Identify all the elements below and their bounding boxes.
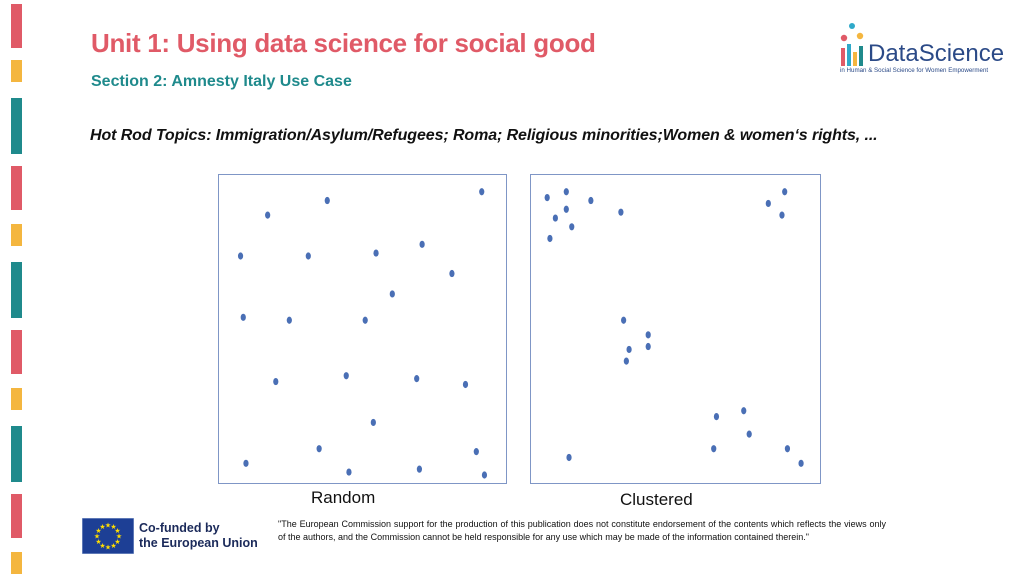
disclaimer-text: "The European Commission support for the… xyxy=(278,519,886,542)
scatter-point xyxy=(711,445,717,453)
eu-star-icon: ★ xyxy=(95,527,101,535)
eu-star-icon: ★ xyxy=(95,538,101,546)
scatter-point xyxy=(713,413,720,421)
side-stripe-segment xyxy=(11,494,22,538)
eu-star-icon: ★ xyxy=(99,523,105,531)
scatter-point xyxy=(273,377,279,386)
scatter-point xyxy=(305,252,311,260)
eu-star-icon: ★ xyxy=(110,523,116,531)
eu-star-icon: ★ xyxy=(105,544,111,552)
scatter-point xyxy=(243,459,249,467)
scatter-point xyxy=(343,372,349,380)
scatter-point xyxy=(746,430,752,438)
eu-star-icon: ★ xyxy=(105,522,111,530)
side-stripe-segment xyxy=(11,166,22,210)
clustered-caption: Clustered xyxy=(620,490,693,509)
scatter-point xyxy=(324,196,330,205)
scatter-point xyxy=(621,316,627,324)
clustered-scatter-panel xyxy=(530,174,821,484)
scatter-point xyxy=(479,188,485,196)
scatter-point xyxy=(566,453,572,462)
scatter-point xyxy=(779,211,785,219)
scatter-point xyxy=(346,468,352,476)
side-stripe-segment xyxy=(11,388,22,410)
scatter-point xyxy=(265,211,271,219)
side-stripe-segment xyxy=(11,426,22,482)
side-stripe-segment xyxy=(11,98,22,154)
side-stripe-segment xyxy=(11,224,22,246)
scatter-point xyxy=(416,465,423,473)
eu-star-icon: ★ xyxy=(116,533,122,541)
scatter-point xyxy=(552,214,558,222)
scatter-point xyxy=(798,459,804,467)
eu-star-icon: ★ xyxy=(110,542,116,550)
logo-wordmark: DataScience xyxy=(868,40,1005,67)
scatter-point xyxy=(462,380,469,389)
eu-flag-icon: ★ ★★★★★★★★★★★ xyxy=(82,518,134,554)
scatter-point xyxy=(316,445,322,453)
scatter-point xyxy=(481,471,488,479)
random-scatter-panel xyxy=(218,174,507,484)
scatter-point xyxy=(237,252,244,260)
scatter-point xyxy=(362,316,368,324)
scatter-point xyxy=(240,313,246,321)
scatter-point xyxy=(414,375,420,383)
scatter-point xyxy=(626,345,632,354)
scatter-point xyxy=(569,223,575,231)
scatter-point xyxy=(645,342,651,351)
side-stripe-segment xyxy=(11,330,22,374)
side-stripe-segment xyxy=(11,60,22,82)
eu-star-icon: ★ xyxy=(114,527,120,535)
scatter-point xyxy=(741,407,747,415)
side-stripe-segment xyxy=(11,4,22,48)
scatter-point xyxy=(782,188,788,196)
eu-star-icon: ★ xyxy=(99,542,105,550)
scatter-point xyxy=(563,205,569,213)
page-title: Unit 1: Using data science for social go… xyxy=(91,28,596,58)
side-stripe-segment xyxy=(11,262,22,318)
scatter-point xyxy=(588,196,594,205)
logo-tagline: in Human & Social Science for Women Empo… xyxy=(840,67,989,74)
scatter-point xyxy=(563,188,569,196)
scatter-point xyxy=(547,234,553,243)
scatter-point xyxy=(623,357,629,365)
scatter-point xyxy=(370,418,376,427)
scatter-point xyxy=(645,331,651,339)
scatter-point xyxy=(449,269,455,278)
scatter-point xyxy=(544,194,550,202)
scatter-point xyxy=(784,445,791,453)
scatter-point xyxy=(618,208,624,216)
random-caption: Random xyxy=(311,488,376,507)
scatter-point xyxy=(473,448,479,456)
cofunded-label: Co-funded by the European Union xyxy=(139,521,258,550)
scatter-point xyxy=(389,290,395,298)
scatter-point xyxy=(419,240,425,248)
section-subtitle: Section 2: Amnesty Italy Use Case xyxy=(91,73,352,90)
scatter-point xyxy=(373,249,379,257)
side-stripe-segment xyxy=(11,552,22,574)
logo-figure-icon xyxy=(840,23,864,66)
hot-topics-text: Hot Rod Topics: Immigration/Asylum/Refug… xyxy=(90,127,878,144)
eu-star-icon: ★ xyxy=(94,533,100,541)
datascience-logo: DataScience in Human & Social Science fo… xyxy=(838,22,1008,78)
scatter-point xyxy=(286,316,292,324)
eu-star-icon: ★ xyxy=(114,538,120,546)
scatter-point xyxy=(765,199,771,208)
